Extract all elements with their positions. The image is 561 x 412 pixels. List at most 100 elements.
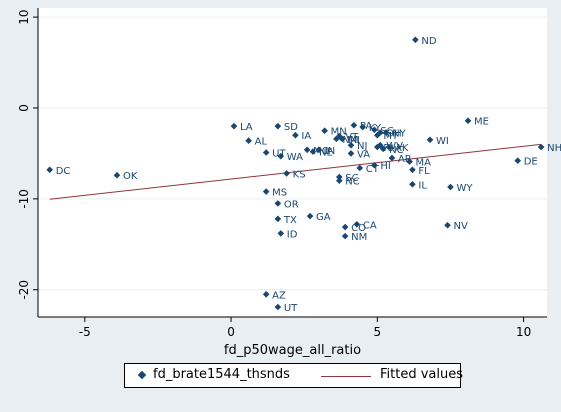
data-point-51 (341, 223, 349, 231)
legend-label-scatter: fd_brate1544_thsnds (153, 367, 290, 382)
data-label-44: HI (380, 161, 390, 172)
data-point-28 (338, 135, 346, 143)
data-point-19 (262, 188, 270, 195)
x-axis-title: fd_p50wage_all_ratio (224, 343, 361, 358)
data-point-16 (309, 148, 317, 155)
data-point-23 (306, 212, 314, 220)
y-tick-label-2: 0 (17, 104, 31, 112)
data-label-6: NV (454, 221, 468, 232)
data-point-3 (514, 157, 522, 164)
data-point-35 (333, 135, 340, 143)
data-point-45 (356, 164, 364, 172)
data-point-34 (374, 131, 381, 139)
data-label-41: VA (357, 149, 370, 160)
data-label-14: WA (287, 152, 303, 163)
data-point-48 (336, 177, 343, 184)
data-label-2: NH (547, 143, 561, 154)
data-point-31 (371, 126, 378, 134)
x-tick-label-3: 10 (516, 325, 531, 339)
legend-label-fit: Fitted values (380, 367, 464, 382)
data-point-50 (353, 221, 361, 228)
data-label-18: KS (293, 169, 306, 180)
y-tick-label-0: -20 (17, 280, 31, 300)
data-label-32: OH (386, 129, 401, 140)
data-point-13 (262, 149, 270, 156)
data-label-1: ME (474, 117, 489, 128)
data-label-36: NJ (357, 141, 367, 152)
data-point-22 (277, 230, 285, 237)
data-label-5: WY (456, 183, 473, 194)
data-point-39 (376, 141, 384, 149)
data-label-26: MN (331, 127, 347, 138)
data-point-40 (385, 143, 393, 151)
data-label-7: DC (56, 166, 71, 177)
data-label-48: NC (345, 177, 359, 188)
data-label-29: PA (360, 121, 372, 132)
data-point-52 (341, 232, 349, 240)
data-point-26 (321, 127, 328, 134)
x-tick-label-0: -5 (79, 325, 91, 339)
plot-area (38, 8, 547, 317)
data-point-20 (274, 200, 282, 207)
data-label-8: OK (123, 171, 138, 182)
data-point-8 (113, 171, 121, 179)
legend-marker-scatter (137, 370, 147, 380)
data-label-27: VT (345, 132, 359, 143)
data-label-47: SC (345, 173, 358, 184)
data-point-21 (274, 215, 282, 223)
data-point-7 (46, 166, 54, 174)
data-label-28: MI (348, 135, 360, 146)
data-label-16: NE (319, 148, 333, 159)
data-point-30 (359, 123, 367, 131)
fitted-line (49, 143, 542, 200)
data-point-33 (382, 129, 390, 136)
data-label-40: AK (395, 143, 409, 154)
data-label-21: TX (283, 215, 297, 226)
data-point-17 (315, 146, 323, 154)
legend-marker-fit (321, 376, 371, 377)
data-label-22: ID (287, 229, 298, 240)
data-label-9: LA (240, 122, 253, 133)
data-label-43: MA (416, 158, 432, 169)
data-point-47 (336, 173, 343, 181)
data-point-9 (230, 122, 238, 130)
data-point-15 (303, 146, 311, 154)
data-point-36 (347, 141, 355, 149)
data-label-46: FL (418, 166, 430, 177)
data-label-17: IN (325, 146, 335, 157)
data-label-35: NM (342, 135, 358, 146)
data-point-18 (283, 170, 290, 177)
data-point-27 (336, 132, 343, 140)
data-point-37 (374, 143, 381, 151)
data-point-2 (537, 143, 545, 151)
data-label-51: CO (351, 223, 366, 234)
data-label-50: CA (363, 220, 377, 231)
data-point-42 (388, 154, 396, 162)
data-label-0: ND (421, 36, 436, 47)
data-label-24: AZ (272, 290, 286, 301)
data-point-49 (409, 181, 416, 188)
data-point-10 (274, 122, 282, 130)
x-tick-label-1: 0 (227, 325, 235, 339)
data-label-38: NC (389, 145, 403, 156)
data-point-4 (426, 136, 434, 144)
y-tick-label-3: 10 (17, 9, 31, 24)
data-point-1 (464, 117, 472, 124)
data-label-11: AL (255, 137, 268, 148)
data-label-34: MT (383, 131, 399, 142)
data-point-46 (409, 166, 416, 174)
data-label-3: DE (524, 157, 538, 168)
data-label-19: MS (272, 188, 287, 199)
data-point-11 (245, 137, 252, 144)
data-label-12: IA (301, 131, 311, 142)
data-label-42: AR (398, 154, 412, 165)
data-point-43 (406, 158, 413, 165)
legend: fd_brate1544_thsnds Fitted values (124, 363, 464, 388)
data-point-12 (292, 131, 299, 139)
data-point-29 (350, 121, 358, 129)
data-point-25 (274, 303, 282, 311)
data-point-44 (371, 161, 378, 169)
data-label-15: MO (313, 146, 330, 157)
